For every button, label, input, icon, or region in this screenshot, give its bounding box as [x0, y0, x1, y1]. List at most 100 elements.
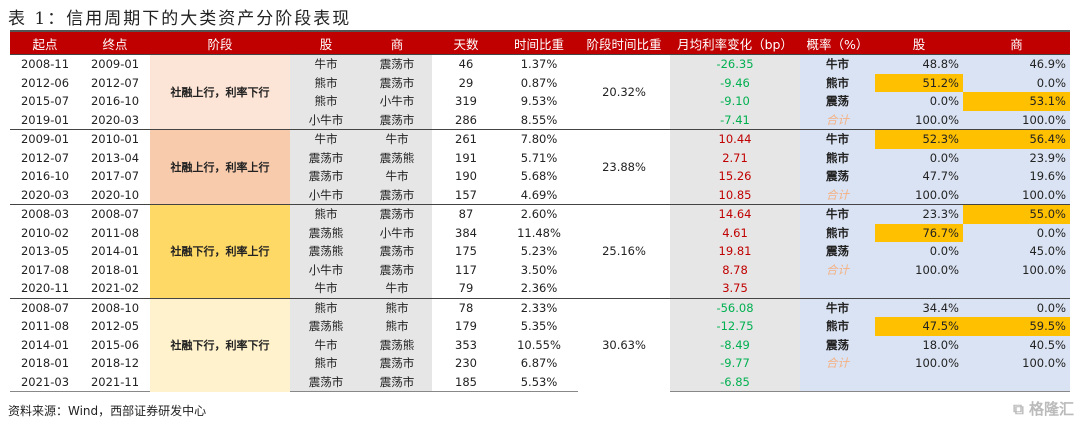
days: 230 — [455, 356, 477, 371]
commodity-probability: 46.9% — [963, 54, 1070, 74]
commodity-probability: 45.0% — [963, 242, 1070, 261]
commodity-probability: 19.6% — [963, 167, 1070, 186]
start-date: 2008-07 — [10, 297, 80, 317]
commodity-probability: 100.0% — [963, 110, 1070, 130]
monthly-rate-change: -8.49 — [670, 335, 800, 354]
monthly-rate-change: -56.08 — [670, 297, 800, 317]
days: 191 — [455, 150, 477, 165]
monthly-rate-change: -9.46 — [670, 73, 800, 92]
days: 286 — [455, 112, 477, 127]
end-date: 2008-07 — [80, 204, 150, 224]
stock-state: 小牛市 — [290, 185, 362, 205]
days: 175 — [455, 244, 477, 259]
stock-state: 小牛市 — [290, 110, 362, 130]
time-share: 9.53% — [520, 94, 558, 109]
start-date: 2017-08 — [20, 262, 70, 277]
column-header: 股 — [290, 30, 362, 55]
table-row: 2008-03 2008-07 社融下行，利率上行 熊市 震荡市 87 2.60% 25.16… — [10, 204, 1070, 298]
stage-label: 社融下行，利率下行 — [150, 297, 290, 392]
stock-probability: 18.0% — [875, 335, 963, 354]
start-date: 2012-07 — [20, 150, 70, 165]
time-share: 5.53% — [500, 372, 578, 392]
start-date: 2019-01 — [20, 112, 70, 127]
commodity-state: 小牛市 — [362, 223, 432, 242]
commodity-probability: 23.9% — [963, 148, 1070, 167]
end-date: 2009-01 — [80, 54, 150, 74]
time-share: 4.69% — [520, 187, 558, 202]
stock-probability: 100.0% — [875, 354, 963, 373]
empty-cell — [800, 372, 875, 392]
watermark-logo: ⧉ 格隆汇 — [1013, 400, 1074, 418]
empty-cell — [800, 279, 875, 298]
probability-label: 熊市 — [800, 73, 875, 92]
time-share: 10.55% — [517, 337, 561, 352]
column-header: 起点 — [10, 30, 80, 55]
stock-state: 震荡熊 — [290, 242, 362, 261]
monthly-rate-change: 15.26 — [670, 167, 800, 186]
commodity-probability: 56.4% — [963, 129, 1070, 149]
stock-probability: 23.3% — [875, 204, 963, 224]
days: 117 — [455, 262, 477, 277]
table-row: 2017-08 2018-01 小牛市 震荡市 117 3.50% 8.78 合计 100.0%… — [10, 260, 1070, 279]
end-date: 2016-10 — [90, 94, 140, 109]
end-date: 2020-10 — [90, 187, 140, 202]
probability-label: 震荡 — [800, 335, 875, 354]
stock-state: 震荡市 — [290, 167, 362, 186]
time-share: 8.55% — [520, 112, 558, 127]
probability-label: 合计 — [800, 354, 875, 373]
probability-label: 牛市 — [800, 204, 875, 224]
probability-label: 合计 — [800, 260, 875, 279]
time-share: 2.36% — [520, 281, 558, 296]
table-title: 表 1：信用周期下的大类资产分阶段表现 — [8, 9, 352, 29]
monthly-rate-change: 4.61 — [670, 223, 800, 242]
commodity-state: 震荡市 — [362, 354, 432, 373]
stock-probability: 48.8% — [875, 54, 963, 74]
days: 190 — [455, 169, 477, 184]
column-header: 概率（%） — [800, 30, 875, 55]
table-row: 2012-06 2012-07 熊市 震荡市 29 0.87% -9.46 熊市 51.2% 0.… — [10, 73, 1070, 92]
stock-probability: 0.0% — [875, 148, 963, 167]
stock-state: 震荡市 — [290, 372, 362, 392]
probability-label: 牛市 — [800, 297, 875, 317]
monthly-rate-change: 8.78 — [670, 260, 800, 279]
stock-state: 牛市 — [290, 129, 362, 149]
probability-label: 合计 — [800, 110, 875, 130]
commodity-state: 震荡熊 — [362, 335, 432, 354]
stock-state: 牛市 — [290, 335, 362, 354]
commodity-state: 震荡市 — [362, 110, 432, 130]
time-share: 5.68% — [520, 169, 558, 184]
days: 179 — [455, 319, 477, 334]
end-date: 2012-05 — [90, 319, 140, 334]
commodity-probability: 0.0% — [963, 223, 1070, 242]
end-date: 2013-04 — [90, 150, 140, 165]
commodity-state: 牛市 — [362, 129, 432, 149]
time-share: 6.87% — [520, 356, 558, 371]
stock-state: 小牛市 — [290, 260, 362, 279]
column-header: 商 — [362, 30, 432, 55]
start-date: 2008-03 — [10, 204, 80, 224]
days: 353 — [455, 337, 477, 352]
empty-cell — [875, 372, 963, 392]
probability-label: 震荡 — [800, 242, 875, 261]
table-row: 2020-03 2020-10 小牛市 震荡市 157 4.69% 10.85 合计 100.0… — [10, 185, 1070, 205]
start-date: 2018-01 — [20, 356, 70, 371]
stage-time-share: 25.16% — [578, 204, 670, 298]
end-date: 2011-08 — [90, 225, 140, 240]
end-date: 2012-07 — [90, 75, 140, 90]
stock-probability: 76.7% — [875, 223, 963, 242]
end-date: 2008-10 — [80, 297, 150, 317]
stock-probability: 47.7% — [875, 167, 963, 186]
commodity-probability: 53.1% — [963, 92, 1070, 111]
monthly-rate-change: 14.64 — [670, 204, 800, 224]
stage-label: 社融上行，利率上行 — [150, 129, 290, 205]
table-row: 2016-10 2017-07 震荡市 牛市 190 5.68% 15.26 震荡 47.7% 1… — [10, 167, 1070, 186]
empty-cell — [875, 279, 963, 298]
header-row: 起点 终点 阶段股商天数 时间比重 阶段时间比重 月均利率变化（bp） 概率（%）股商 — [10, 30, 1070, 55]
column-header: 股 — [875, 30, 963, 55]
table-row: 2010-02 2011-08 震荡熊 小牛市 384 11.48% 4.61 熊市 76.7%… — [10, 223, 1070, 242]
days: 319 — [455, 94, 477, 109]
commodity-state: 震荡市 — [362, 73, 432, 92]
commodity-state: 小牛市 — [362, 92, 432, 111]
monthly-rate-change: -9.10 — [670, 92, 800, 111]
table-row: 2008-07 2008-10 社融下行，利率下行 熊市 熊市 78 2.33% 30.63%… — [10, 297, 1070, 392]
